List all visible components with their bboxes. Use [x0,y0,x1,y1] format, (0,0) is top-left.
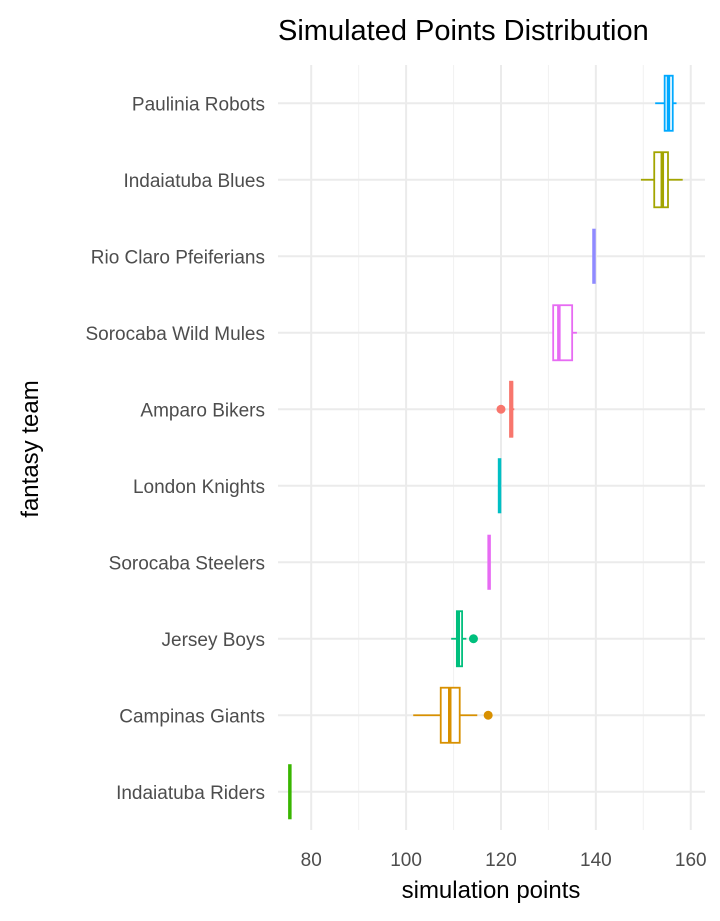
x-tick-label: 140 [580,850,612,871]
y-tick-label: Jersey Boys [162,630,265,651]
y-tick-label: Sorocaba Steelers [109,553,265,574]
x-tick-label: 100 [390,850,422,871]
outlier-point [468,634,478,644]
chart-title: Simulated Points Distribution [278,15,649,47]
outlier-point [483,710,493,720]
box-jersey-boys [451,610,478,668]
y-tick-label: Amparo Bikers [140,400,265,421]
y-tick-label: London Knights [133,477,265,498]
boxes [288,74,683,820]
y-tick-label: Indaiatuba Riders [116,783,265,804]
x-tick-labels: 80 100 120 140 160 [301,850,707,871]
y-tick-label: Rio Claro Pfeiferians [91,247,265,268]
box-sorocaba-wild-mules [552,304,577,362]
y-tick-label: Indaiatuba Blues [123,171,265,192]
x-tick-label: 160 [675,850,707,871]
y-tick-label: Paulinia Robots [132,94,265,115]
box-paulinia-robots [655,74,677,132]
y-tick-label: Sorocaba Wild Mules [85,324,265,345]
box-indaiatuba-blues [640,151,683,209]
y-tick-label: Campinas Giants [119,706,265,727]
outlier-point [496,404,506,414]
y-tick-labels: Paulinia Robots Indaiatuba Blues Rio Claro… [85,94,265,804]
x-tick-label: 80 [301,850,322,871]
box-amparo-bikers [496,380,515,438]
x-tick-label: 120 [485,850,517,871]
iqr-box [552,304,574,362]
box-campinas-giants [413,686,493,744]
y-axis-title: fantasy team [17,380,44,517]
x-axis-title: simulation points [402,877,581,904]
